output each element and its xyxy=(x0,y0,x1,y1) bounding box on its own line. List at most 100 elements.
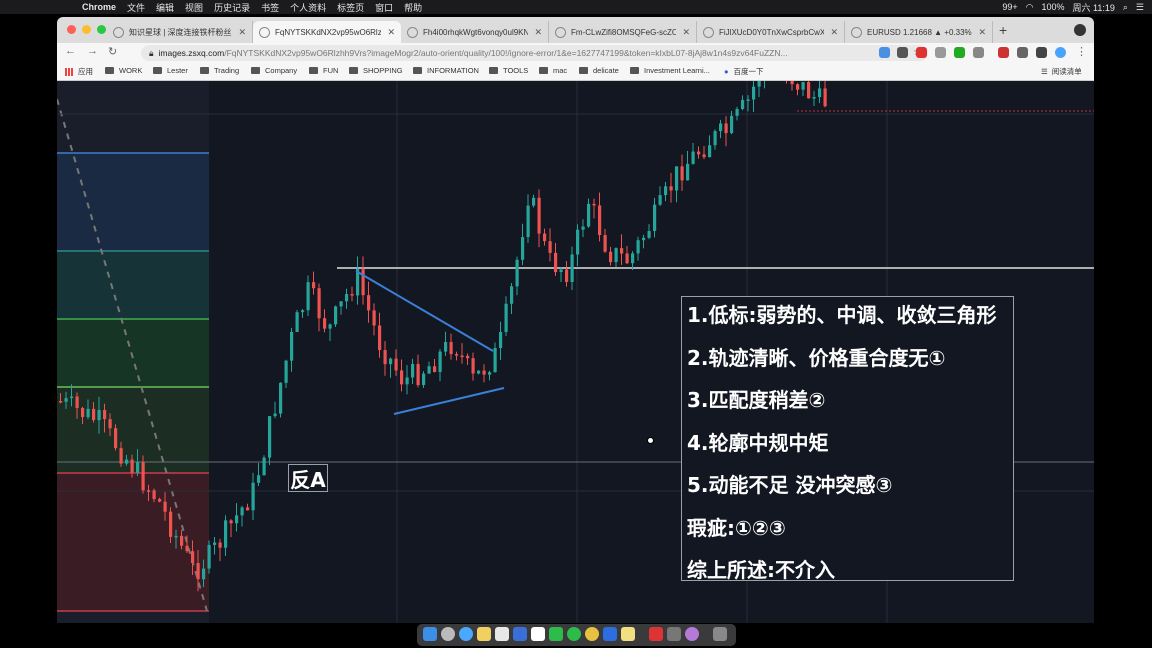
profile-avatar[interactable] xyxy=(1074,24,1086,36)
menu-app-name[interactable]: Chrome xyxy=(82,2,117,12)
menu-window[interactable]: 窗口 xyxy=(375,2,394,13)
keynote-icon[interactable] xyxy=(513,627,527,641)
extension-icon[interactable] xyxy=(879,47,890,58)
puzzle-icon[interactable] xyxy=(1036,47,1047,58)
maximize-window-button[interactable] xyxy=(97,25,106,34)
fib-zone-blue xyxy=(57,153,209,251)
menu-bookmarks[interactable]: 书签 xyxy=(261,2,280,13)
search-icon[interactable]: ⌕ xyxy=(1122,1,1128,12)
tab[interactable]: Fh4i00rhqkWgt6vonqy0ul9KN ✕ xyxy=(401,21,549,43)
launchpad-icon[interactable] xyxy=(441,627,455,641)
close-tab-icon[interactable]: ✕ xyxy=(682,26,690,37)
close-tab-icon[interactable]: ✕ xyxy=(238,26,246,37)
bookmark-label: FUN xyxy=(323,66,339,75)
new-tab-button[interactable]: + xyxy=(999,22,1008,38)
candle-body xyxy=(273,413,277,417)
extension-icon[interactable] xyxy=(998,47,1009,58)
bookmark-folder[interactable]: FUN xyxy=(309,66,338,75)
menu-edit[interactable]: 编辑 xyxy=(156,2,175,13)
tab-active[interactable]: FqNYTSKKdNX2vp95wO6Rlzhh ✕ xyxy=(253,21,401,43)
app-icon[interactable] xyxy=(649,627,663,641)
extension-icon[interactable] xyxy=(1017,47,1028,58)
bookmark-folder[interactable]: delicate xyxy=(579,66,619,75)
menu-view[interactable]: 视图 xyxy=(185,2,204,13)
back-icon[interactable]: ← xyxy=(65,45,76,57)
minimize-window-button[interactable] xyxy=(82,25,91,34)
bookmark-folder[interactable]: mac xyxy=(539,66,567,75)
extension-icon[interactable] xyxy=(935,47,946,58)
bookmark-apps[interactable]: 应用 xyxy=(65,66,93,77)
app-icon[interactable] xyxy=(603,627,617,641)
close-window-button[interactable] xyxy=(67,25,76,34)
candle-body xyxy=(691,151,695,164)
candle-body xyxy=(202,568,206,580)
extension-icon[interactable] xyxy=(916,47,927,58)
menu-profile[interactable]: 个人资料 xyxy=(290,2,327,13)
menu-history[interactable]: 历史记录 xyxy=(214,2,251,13)
candle-body xyxy=(708,145,712,158)
close-tab-icon[interactable]: ✕ xyxy=(830,26,838,37)
tab-favicon-icon xyxy=(703,26,714,38)
evernote-icon[interactable] xyxy=(954,47,965,58)
menu-help[interactable]: 帮助 xyxy=(404,2,423,13)
bookmark-folder[interactable]: WORK xyxy=(105,66,142,75)
candle-body xyxy=(636,240,640,254)
safari-icon[interactable] xyxy=(459,627,473,641)
candle-body xyxy=(614,248,618,263)
folder-icon xyxy=(579,67,588,74)
close-tab-icon[interactable]: ✕ xyxy=(534,26,542,37)
more-menu-icon[interactable]: ⋮ xyxy=(1076,46,1087,58)
bookmark-folder[interactable]: SHOPPING xyxy=(349,66,403,75)
app-icon[interactable] xyxy=(667,627,681,641)
note-line-1: 1.低标:弱势的、中调、收敛三角形 xyxy=(687,303,997,327)
app-icon[interactable] xyxy=(685,627,699,641)
finder-icon[interactable] xyxy=(423,627,437,641)
extension-icon[interactable] xyxy=(1055,47,1066,58)
bookmark-folder[interactable]: Company xyxy=(251,66,297,75)
menu-tab[interactable]: 标签页 xyxy=(337,2,365,13)
bookmark-folder[interactable]: Lester xyxy=(153,66,188,75)
messages-icon[interactable] xyxy=(567,627,581,641)
stickies-icon[interactable] xyxy=(621,627,635,641)
candle-body xyxy=(730,115,734,134)
bookmark-folder[interactable]: Investment Learni... xyxy=(630,66,710,75)
trash-icon[interactable] xyxy=(713,627,727,641)
candle-body xyxy=(669,186,673,191)
tab[interactable]: Fm-CLwZifi8OMSQFeG-scZO/ ✕ xyxy=(549,21,697,43)
tab[interactable]: 知识星球 | 深度连接铁杆粉丝， ✕ xyxy=(107,21,253,43)
notification-badge[interactable]: 99+ xyxy=(1002,2,1018,12)
notes-icon[interactable] xyxy=(477,627,491,641)
tab[interactable]: FiJlXUcD0Y0TnXwCsprbCwXn ✕ xyxy=(697,21,845,43)
reading-list[interactable]: ☰ 阅读清单 xyxy=(1041,66,1082,77)
bookmark-folder[interactable]: INFORMATION xyxy=(413,66,479,75)
extension-icon[interactable] xyxy=(897,47,908,58)
candle-body xyxy=(75,396,79,408)
candle-body xyxy=(405,377,409,385)
control-center-icon[interactable]: ☰ xyxy=(1135,1,1144,12)
extension-icon[interactable] xyxy=(973,47,984,58)
wifi-icon[interactable]: ◠ xyxy=(1025,1,1034,12)
bookmark-baidu[interactable]: ● 百度一下 xyxy=(724,66,764,77)
wechat-icon[interactable] xyxy=(549,627,563,641)
tab-favicon-icon xyxy=(407,26,418,38)
close-tab-icon[interactable]: ✕ xyxy=(978,26,986,37)
close-tab-icon[interactable]: ✕ xyxy=(387,26,395,37)
candle-body xyxy=(345,294,349,302)
chrome-icon[interactable] xyxy=(585,627,599,641)
address-bar[interactable]: 🔒︎ images.zsxq.com/FqNYTSKKdNX2vp95wO6Rl… xyxy=(141,45,928,61)
reload-icon[interactable]: ↻ xyxy=(108,46,118,58)
menu-file[interactable]: 文件 xyxy=(127,2,146,13)
battery-percent[interactable]: 100% xyxy=(1041,2,1065,12)
tab[interactable]: EURUSD 1.21668 ▲ +0.33% Z ✕ xyxy=(845,21,993,43)
url-path: /FqNYTSKKdNX2vp95wO6Rlzhh9Vrs?imageMogr2… xyxy=(224,48,788,58)
app-icon[interactable] xyxy=(531,627,545,641)
candle-body xyxy=(218,542,222,548)
clock[interactable]: 周六 11:19 xyxy=(1072,2,1115,13)
numbers-icon[interactable] xyxy=(495,627,509,641)
bookmark-folder[interactable]: Trading xyxy=(200,66,239,75)
forward-icon[interactable]: → xyxy=(87,45,98,57)
candle-body xyxy=(466,355,470,359)
candle-body xyxy=(64,398,68,402)
bookmark-folder[interactable]: TOOLS xyxy=(489,66,528,75)
candle-body xyxy=(433,366,437,372)
